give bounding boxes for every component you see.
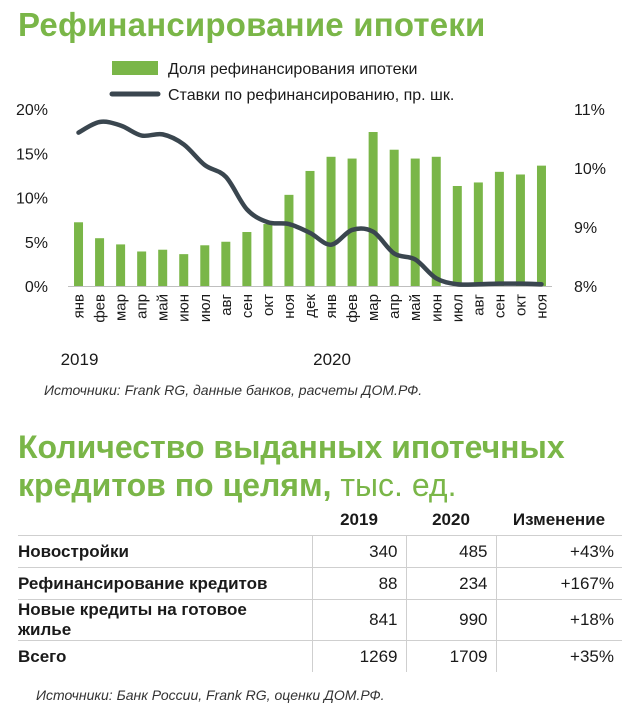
year-label: 2020 <box>313 350 351 369</box>
table-title: Количество выданных ипотечных кредитов п… <box>18 428 565 504</box>
bar <box>389 149 399 286</box>
bar <box>494 171 504 286</box>
table-title-unit: тыс. ед. <box>340 467 457 503</box>
left-axis-tick-label: 10% <box>16 191 48 208</box>
bar <box>263 224 273 286</box>
x-axis-tick-label: янв <box>71 294 88 318</box>
cell-2020: 990 <box>405 599 496 641</box>
bar <box>74 222 84 286</box>
row-label: Всего <box>18 640 312 672</box>
table-title-line1: Количество выданных ипотечных <box>18 429 565 465</box>
row-label: Новостройки <box>18 535 312 568</box>
x-axis-tick-label: июн <box>428 294 445 322</box>
cell-2020: 485 <box>405 535 496 568</box>
header-2019: 2019 <box>340 510 378 529</box>
bar <box>284 194 294 286</box>
cell-change: +43% <box>495 535 622 568</box>
table-row: Рефинансирование кредитов 88 234 +167% <box>18 567 622 600</box>
table-row: Всего 1269 1709 +35% <box>18 640 622 672</box>
x-axis-tick-label: дек <box>302 294 319 318</box>
right-axis-tick-label: 9% <box>574 220 597 237</box>
bar <box>326 156 336 286</box>
x-axis-tick-label: июл <box>197 294 214 322</box>
legend-bar-label: Доля рефинансирования ипотеки <box>168 61 417 78</box>
header-2020: 2020 <box>432 510 470 529</box>
legend-line-label: Ставки по рефинансированию, пр. шк. <box>168 87 454 104</box>
loans-by-purpose-table: 2019 2020 Изменение Новостройки 340 485 … <box>18 505 622 672</box>
cell-2020: 234 <box>405 567 496 600</box>
year-label: 2019 <box>61 350 99 369</box>
left-axis-tick-label: 5% <box>25 235 48 252</box>
left-axis-tick-label: 20% <box>16 102 48 119</box>
left-axis-tick-label: 0% <box>25 279 48 296</box>
bar <box>452 185 462 286</box>
cell-change: +167% <box>495 567 622 600</box>
bar <box>536 165 546 286</box>
right-axis-tick-label: 11% <box>574 102 605 119</box>
cell-2019: 1269 <box>311 640 406 672</box>
cell-change: +18% <box>495 599 622 641</box>
x-axis-tick-label: июн <box>176 294 193 322</box>
x-axis-tick-label: апр <box>386 294 403 319</box>
bar <box>410 158 420 286</box>
row-label: Рефинансирование кредитов <box>18 567 312 600</box>
table-source: Источники: Банк России, Frank RG, оценки… <box>36 687 385 703</box>
chart-source: Источники: Frank RG, данные банков, расч… <box>44 382 423 398</box>
bar <box>158 249 168 286</box>
bar <box>200 245 210 286</box>
table-row: Новые кредиты на готовое жилье 841 990 +… <box>18 599 622 641</box>
x-axis-tick-label: сен <box>239 294 256 318</box>
x-axis-tick-label: апр <box>134 294 151 319</box>
x-axis-tick-label: ноя <box>281 294 298 319</box>
x-axis-tick-label: мар <box>365 294 382 321</box>
refinancing-chart: Доля рефинансирования ипотеки Ставки по р… <box>16 61 606 369</box>
bar <box>221 241 231 286</box>
cell-2019: 88 <box>311 567 406 600</box>
bar <box>368 132 378 286</box>
table-title-line2-text: кредитов по целям, <box>18 467 332 503</box>
table-header-row: 2019 2020 Изменение <box>18 505 622 536</box>
x-axis-tick-label: ноя <box>533 294 550 319</box>
x-axis-tick-label: окт <box>260 294 277 316</box>
bar <box>305 170 315 286</box>
bar <box>347 158 357 286</box>
right-axis-tick-label: 10% <box>574 161 606 178</box>
cell-change: +35% <box>495 640 622 672</box>
rate-line <box>76 119 544 287</box>
x-axis-tick-label: май <box>155 294 172 321</box>
cell-2019: 340 <box>311 535 406 568</box>
bar <box>116 244 126 286</box>
x-axis-tick-label: авг <box>470 293 487 315</box>
bar <box>242 232 252 286</box>
bar <box>473 182 483 286</box>
x-axis-tick-label: мар <box>113 294 130 321</box>
right-axis-tick-label: 8% <box>574 279 597 296</box>
table-row: Новостройки 340 485 +43% <box>18 535 622 568</box>
bar <box>515 174 525 286</box>
header-change: Изменение <box>512 510 606 529</box>
table-title-line2: кредитов по целям, тыс. ед. <box>18 466 565 504</box>
x-axis-tick-label: янв <box>323 294 340 318</box>
left-axis-tick-label: 15% <box>16 146 48 163</box>
x-axis-tick-label: фев <box>92 294 109 323</box>
bar <box>137 251 147 286</box>
x-axis-tick-label: июл <box>449 294 466 322</box>
legend-bar-swatch <box>112 61 158 75</box>
cell-2019: 841 <box>311 599 406 641</box>
header-empty <box>18 505 312 536</box>
x-axis-tick-label: фев <box>344 294 361 323</box>
bar <box>179 254 189 286</box>
bar <box>95 238 105 286</box>
cell-2020: 1709 <box>405 640 496 672</box>
x-axis-tick-label: май <box>407 294 424 321</box>
x-axis-tick-label: авг <box>218 293 235 315</box>
x-axis-tick-label: окт <box>512 294 529 316</box>
bar <box>431 156 441 286</box>
chart-title: Рефинансирование ипотеки <box>18 6 486 43</box>
row-label: Новые кредиты на готовое жилье <box>18 599 312 641</box>
x-axis-tick-label: сен <box>491 294 508 318</box>
